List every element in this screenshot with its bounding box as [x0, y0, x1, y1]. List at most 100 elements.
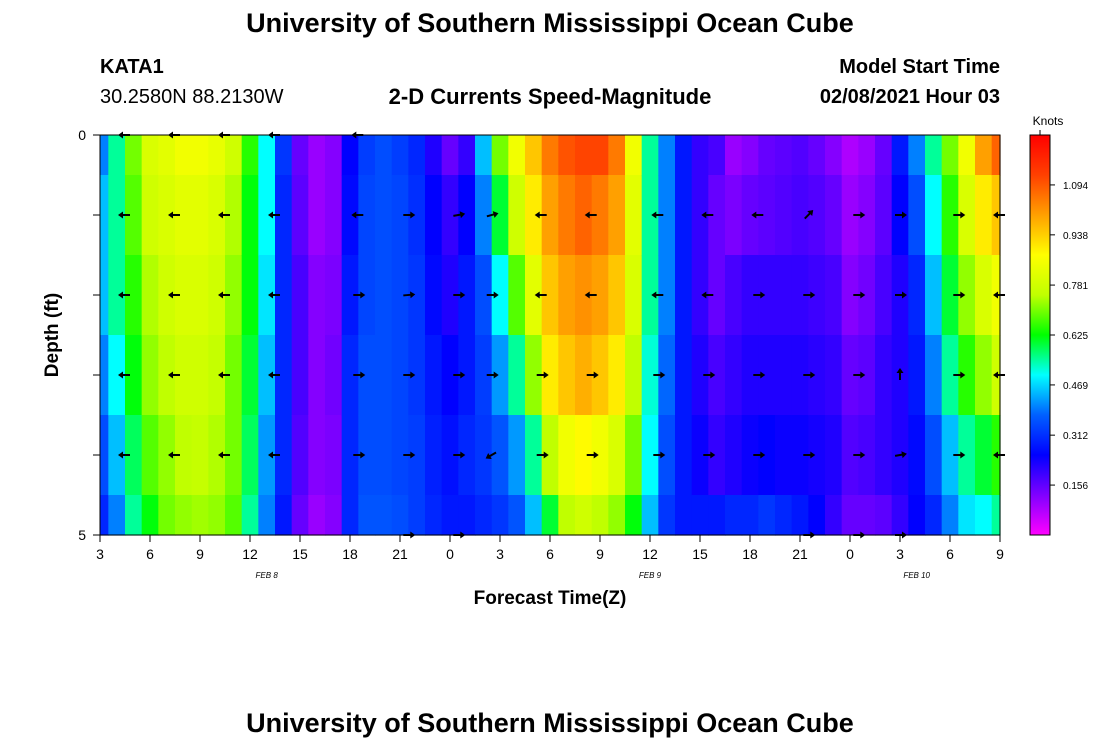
- heatmap-cell: [175, 495, 193, 536]
- heatmap-cell: [191, 255, 209, 336]
- heatmap-cell: [408, 175, 426, 256]
- current-vector-arrow: [993, 451, 1005, 459]
- heatmap-cell: [391, 415, 409, 496]
- current-vector-arrow: [651, 211, 664, 219]
- heatmap-cell: [941, 135, 959, 176]
- current-vector-arrow: [168, 131, 180, 139]
- x-tick-label: 15: [692, 546, 708, 562]
- heatmap-cell: [858, 175, 876, 256]
- heatmap-cell: [425, 255, 443, 336]
- heatmap-cell: [558, 335, 576, 416]
- heatmap-cell: [858, 495, 876, 536]
- current-vector-arrow: [353, 371, 366, 379]
- heatmap-cell: [591, 175, 609, 256]
- heatmap-cell: [391, 495, 409, 536]
- heatmap-cell: [725, 255, 743, 336]
- heatmap-cell: [108, 495, 126, 536]
- heatmap-cell: [958, 255, 976, 336]
- heatmap-cell: [725, 335, 743, 416]
- current-vector-arrow: [168, 291, 180, 299]
- current-vector-arrow: [703, 371, 716, 379]
- current-vector-arrow: [403, 531, 416, 539]
- heatmap-cell: [541, 255, 559, 336]
- heatmap-cell: [908, 415, 926, 496]
- heatmap-cell: [841, 495, 859, 536]
- colorbar: Knots 1.094 0.938 0.781 0.625 0.469 0.312 0.15…: [1029, 114, 1088, 536]
- heatmap-cell: [208, 135, 226, 176]
- heatmap-cell: [591, 335, 609, 416]
- heatmap-cell: [458, 495, 476, 536]
- heatmap-cell: [191, 175, 209, 256]
- heatmap-cell: [275, 335, 293, 416]
- heatmap-cell: [941, 255, 959, 336]
- heatmap-cell: [358, 415, 376, 496]
- heatmap-cell: [908, 335, 926, 416]
- heatmap-cell: [691, 415, 709, 496]
- heatmap-cell: [975, 415, 993, 496]
- current-vector-arrow: [218, 451, 230, 459]
- heatmap-cell: [158, 175, 176, 256]
- heatmap-cell: [441, 255, 459, 336]
- current-vector-arrow: [168, 371, 180, 379]
- heatmap-cell: [291, 335, 309, 416]
- current-vector-arrow: [486, 371, 499, 379]
- heatmap-cell: [125, 415, 143, 496]
- heatmap-cell: [575, 415, 593, 496]
- heatmap-cell: [975, 495, 993, 536]
- heatmap-cell: [358, 335, 376, 416]
- heatmap-cell: [358, 175, 376, 256]
- current-vector-arrow: [751, 211, 764, 219]
- heatmap-cell: [475, 495, 493, 536]
- heatmap-cell: [758, 495, 776, 536]
- current-vector-arrow: [703, 451, 716, 459]
- heatmap-cell: [775, 135, 793, 176]
- current-vector-arrow: [993, 291, 1005, 299]
- x-tick-label: 18: [342, 546, 358, 562]
- heatmap-cell: [441, 495, 459, 536]
- heatmap-cell: [158, 135, 176, 176]
- heatmap-cell: [825, 335, 843, 416]
- heatmap-cell: [991, 135, 1001, 176]
- heatmap-cell: [825, 135, 843, 176]
- heatmap-cell: [758, 415, 776, 496]
- heatmap-cell: [708, 495, 726, 536]
- heatmap-cell: [308, 495, 326, 536]
- heatmap-cell: [875, 255, 893, 336]
- heatmap-cell: [575, 135, 593, 176]
- current-vector-arrow: [218, 211, 230, 219]
- x-tick-label: 6: [546, 546, 554, 562]
- model-start-label: Model Start Time: [839, 56, 1000, 78]
- current-vector-arrow: [268, 211, 280, 219]
- current-vector-arrow: [804, 210, 814, 220]
- heatmap-cell: [225, 335, 243, 416]
- current-vector-arrow: [218, 291, 230, 299]
- colorbar-bar: [1029, 134, 1051, 536]
- heatmap-cell: [441, 335, 459, 416]
- heatmap-cell: [608, 175, 626, 256]
- current-vector-arrow: [403, 451, 416, 459]
- y-tick-label: 5: [78, 527, 86, 543]
- heatmap-cell: [941, 175, 959, 256]
- heatmap-cell: [341, 255, 359, 336]
- heatmap-cell: [391, 135, 409, 176]
- current-vector-arrow: [853, 211, 866, 219]
- heatmap-cell: [841, 415, 859, 496]
- heatmap-cell: [325, 335, 343, 416]
- heatmap-cell: [141, 255, 159, 336]
- axis-layer: 3 6 9 12 15 18 21 0 3 6 9 12 15 18 21 0 3 6 9 FEB 8 FEB 9 FEB…: [78, 127, 1004, 580]
- heatmap-cell: [925, 175, 943, 256]
- heatmap-cell: [191, 135, 209, 176]
- current-vector-arrow: [118, 131, 130, 139]
- heatmap-cell: [425, 135, 443, 176]
- heatmap-cell: [525, 335, 543, 416]
- heatmap-cell: [258, 335, 276, 416]
- heatmap-cell: [741, 335, 759, 416]
- heatmap-cell: [958, 135, 976, 176]
- heatmap-cell: [608, 135, 626, 176]
- heatmap-cell: [758, 175, 776, 256]
- heatmap-cell: [458, 135, 476, 176]
- heatmap-cell: [108, 135, 126, 176]
- heatmap-cell: [225, 255, 243, 336]
- heatmap-cell: [391, 255, 409, 336]
